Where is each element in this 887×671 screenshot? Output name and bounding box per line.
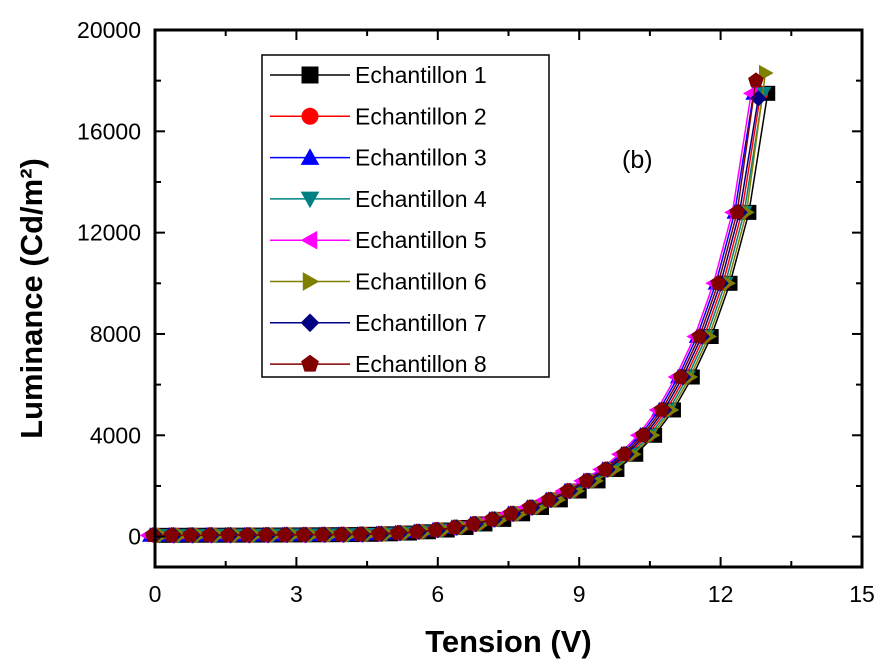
- data-point: [333, 526, 350, 542]
- legend-label: Echantillon 7: [355, 310, 487, 336]
- data-point: [559, 482, 576, 498]
- y-tick-label: 16000: [77, 118, 141, 144]
- legend-marker: [300, 191, 320, 209]
- data-point: [653, 401, 670, 417]
- panel-annotation: (b): [622, 146, 653, 174]
- legend-marker: [301, 354, 319, 372]
- legend-marker: [301, 66, 319, 84]
- data-point: [616, 446, 632, 461]
- data-point: [239, 526, 255, 542]
- legend-marker: [301, 107, 319, 125]
- data-point: [314, 526, 331, 542]
- legend-label: Echantillon 4: [355, 186, 487, 212]
- x-tick-label: 9: [573, 581, 586, 607]
- x-tick-label: 15: [849, 581, 875, 607]
- data-point: [295, 526, 312, 542]
- y-axis-title: Luminance (Cd/m²): [14, 158, 49, 439]
- x-tick-label: 3: [290, 581, 303, 607]
- x-tick-label: 6: [431, 581, 444, 607]
- data-point: [408, 523, 425, 539]
- legend-label: Echantillon 6: [355, 269, 487, 295]
- y-tick-label: 4000: [90, 422, 141, 448]
- data-point: [446, 519, 463, 535]
- data-point: [578, 472, 595, 488]
- x-axis-title: Tension (V): [425, 624, 591, 659]
- data-point: [371, 525, 387, 541]
- legend-label: Echantillon 8: [355, 351, 487, 377]
- legend-label: Echantillon 2: [355, 103, 487, 129]
- data-point: [540, 491, 557, 507]
- data-point: [389, 524, 406, 540]
- data-point: [465, 515, 481, 531]
- data-point: [163, 527, 180, 542]
- plot-data-layer: [139, 64, 776, 544]
- legend-label: Echantillon 1: [355, 62, 487, 88]
- data-point: [144, 527, 161, 543]
- axis-layer: 0 4000 8000 12000 16000 20000 0 3 6 9 12 15: [77, 17, 875, 607]
- data-point: [710, 275, 727, 290]
- data-point: [427, 521, 444, 537]
- legend-marker: [300, 148, 320, 165]
- y-tick-label: 0: [128, 524, 141, 550]
- y-tick-label: 20000: [77, 17, 141, 43]
- legend-label: Echantillon 3: [355, 145, 487, 171]
- data-point: [201, 526, 218, 542]
- data-point: [352, 526, 368, 541]
- legend-marker: [302, 272, 320, 291]
- series-8: [144, 72, 764, 543]
- data-point: [729, 204, 745, 220]
- data-point: [759, 64, 774, 82]
- data-point: [597, 461, 613, 477]
- data-point: [691, 328, 708, 344]
- data-point: [521, 499, 538, 515]
- legend: Echantillon 1 Echantillon 2 Echantillon 3 E…: [261, 54, 550, 378]
- data-point: [257, 526, 274, 542]
- x-tick-label: 0: [149, 581, 162, 607]
- data-point: [672, 368, 689, 384]
- legend-marker: [300, 313, 320, 333]
- y-tick-label: 8000: [90, 321, 141, 347]
- data-point: [503, 505, 519, 521]
- legend-label: Echantillon 5: [355, 227, 487, 253]
- data-point: [484, 511, 500, 527]
- data-point: [276, 526, 293, 542]
- data-point: [182, 526, 199, 542]
- legend-marker: [300, 230, 318, 250]
- x-tick-label: 12: [708, 581, 734, 607]
- data-point: [748, 72, 764, 88]
- data-point: [220, 526, 236, 542]
- y-tick-label: 12000: [77, 220, 141, 246]
- data-point: [634, 427, 651, 442]
